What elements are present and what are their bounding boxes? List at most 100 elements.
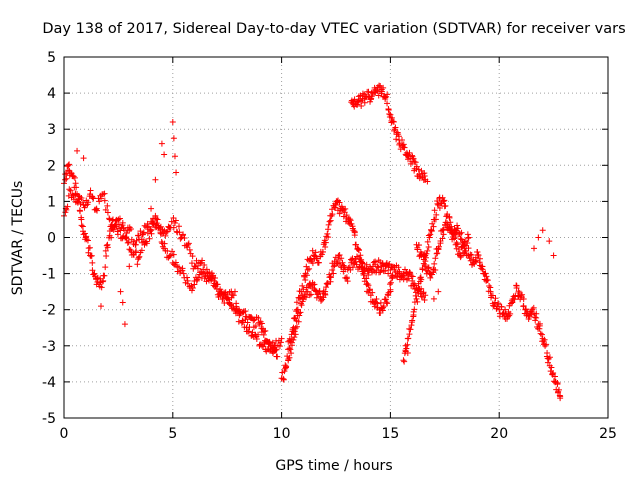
data-point [512, 292, 519, 299]
data-point [392, 124, 399, 131]
data-point [352, 241, 359, 248]
data-point [100, 191, 107, 198]
data-point [117, 288, 124, 295]
data-point [415, 242, 422, 249]
data-point [535, 234, 542, 241]
data-point [405, 275, 412, 282]
data-point [194, 265, 201, 272]
data-point [351, 232, 358, 239]
data-point [523, 306, 530, 313]
data-point [396, 268, 403, 275]
data-point [401, 358, 408, 365]
data-point [148, 205, 155, 212]
data-point [135, 254, 142, 261]
data-point [170, 251, 177, 258]
data-point [453, 240, 460, 247]
data-point [219, 295, 226, 302]
data-point [402, 342, 409, 349]
data-point [288, 336, 295, 343]
data-point [329, 266, 336, 273]
data-point [293, 323, 300, 330]
data-point [324, 230, 331, 237]
data-point [338, 255, 345, 262]
data-point [455, 225, 461, 232]
data-point [467, 251, 474, 258]
data-point [347, 217, 354, 224]
data-point [175, 264, 182, 271]
data-point [186, 246, 193, 253]
data-point [123, 230, 130, 237]
data-point [262, 327, 269, 334]
data-point [74, 147, 81, 154]
data-point [446, 214, 453, 221]
data-point [308, 291, 315, 298]
data-point [507, 310, 514, 317]
data-point [126, 263, 133, 270]
data-point [62, 171, 69, 178]
data-point [66, 161, 73, 168]
data-point [101, 197, 108, 204]
data-point [340, 262, 347, 269]
data-point [454, 222, 461, 229]
data-point [119, 299, 126, 306]
data-point [86, 244, 93, 251]
data-point [277, 339, 284, 346]
data-point [483, 273, 490, 280]
data-point [387, 286, 394, 293]
data-point [152, 176, 159, 183]
data-point [162, 232, 169, 239]
data-point [401, 266, 408, 273]
data-point [188, 260, 195, 267]
data-point [425, 243, 432, 250]
data-point [557, 395, 564, 402]
data-point [103, 252, 110, 259]
data-point [326, 218, 333, 225]
data-point [255, 314, 262, 321]
data-point [458, 252, 465, 259]
data-point [541, 336, 548, 343]
series-track-e [348, 82, 429, 184]
data-point [358, 264, 365, 271]
data-point [421, 173, 428, 180]
data-point [158, 140, 165, 147]
data-point [322, 243, 329, 250]
data-point [296, 295, 303, 302]
data-point [404, 350, 411, 357]
data-point [285, 346, 292, 353]
data-point [245, 328, 252, 335]
data-point [201, 275, 208, 282]
data-point [427, 274, 434, 281]
data-point [322, 291, 329, 298]
data-point [400, 141, 407, 148]
data-point [386, 111, 393, 118]
series-track-g [413, 219, 564, 400]
data-point [443, 220, 450, 227]
data-point [312, 249, 319, 256]
data-point [430, 223, 437, 230]
y-tick-label: -3 [42, 339, 56, 355]
data-point [92, 206, 99, 213]
data-point [299, 292, 306, 299]
data-point [119, 219, 126, 226]
data-point [66, 186, 73, 193]
data-point [489, 292, 496, 299]
data-point [296, 312, 303, 319]
data-point [242, 308, 249, 315]
data-point [340, 213, 347, 220]
data-point [97, 275, 104, 282]
data-point [183, 274, 190, 281]
data-point [498, 303, 505, 310]
data-point [551, 373, 558, 380]
data-point [433, 211, 440, 218]
data-point [166, 253, 173, 260]
data-point [395, 264, 402, 271]
data-point [380, 84, 387, 91]
data-point [441, 197, 448, 204]
data-point [221, 300, 228, 307]
data-point [361, 268, 368, 275]
data-point [239, 318, 246, 325]
data-point [487, 288, 494, 295]
data-point [424, 178, 431, 185]
data-point [170, 224, 177, 231]
